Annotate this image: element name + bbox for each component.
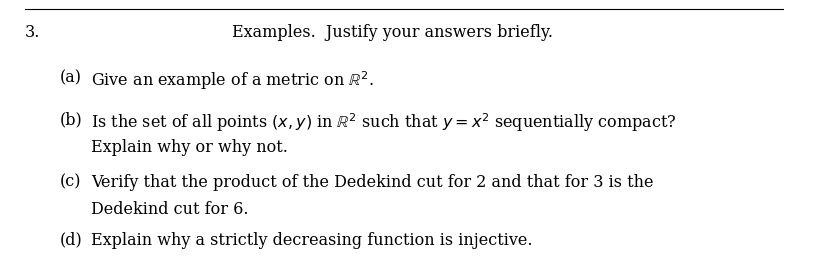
Text: (d): (d) xyxy=(60,232,83,249)
Text: 3.: 3. xyxy=(25,24,40,41)
Text: Explain why or why not.: Explain why or why not. xyxy=(91,140,289,156)
Text: Is the set of all points $(x, y)$ in $\mathbb{R}^2$ such that $y = x^2$ sequenti: Is the set of all points $(x, y)$ in $\m… xyxy=(91,112,676,134)
Text: Dedekind cut for 6.: Dedekind cut for 6. xyxy=(91,201,249,218)
Text: Give an example of a metric on $\mathbb{R}^2$.: Give an example of a metric on $\mathbb{… xyxy=(91,70,374,92)
Text: Verify that the product of the Dedekind cut for 2 and that for 3 is the: Verify that the product of the Dedekind … xyxy=(91,174,654,190)
Text: (b): (b) xyxy=(60,112,83,129)
Text: Examples.  Justify your answers briefly.: Examples. Justify your answers briefly. xyxy=(232,24,553,41)
Text: (c): (c) xyxy=(60,174,81,190)
Text: Explain why a strictly decreasing function is injective.: Explain why a strictly decreasing functi… xyxy=(91,232,533,249)
Text: (a): (a) xyxy=(60,70,82,87)
